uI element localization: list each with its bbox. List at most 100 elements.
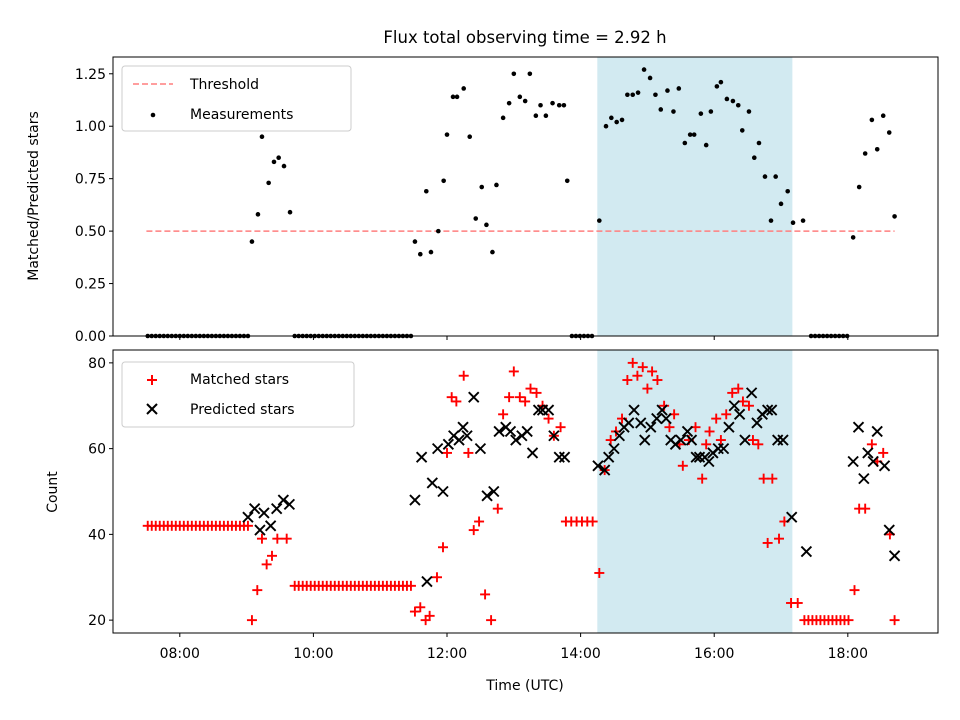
measurement-point (517, 94, 523, 100)
matched-star-point (442, 447, 453, 458)
predicted-star-point (723, 421, 735, 433)
predicted-star-point (623, 417, 635, 429)
measurement-point (450, 94, 456, 100)
measurement-point (850, 235, 856, 240)
bottom-x-tick-label: 18:00 (828, 646, 868, 662)
predicted-star-point (867, 455, 879, 468)
measurement-point (658, 107, 664, 112)
predicted-star-point (765, 404, 778, 416)
measurement-point (467, 134, 473, 140)
predicted-star-point (409, 494, 421, 506)
bottom-y-tick-label: 40 (88, 527, 106, 543)
measurement-point (494, 182, 499, 188)
predicted-star-point (592, 460, 604, 472)
measurement-point (778, 201, 784, 207)
predicted-star-point (675, 434, 687, 446)
bottom-legend: Matched stars Predicted stars (121, 361, 355, 428)
matched-star-point (424, 610, 435, 621)
predicted-star-point (878, 460, 891, 472)
measurement-point (641, 67, 647, 72)
measurement-point (687, 132, 693, 137)
predicted-star-point (717, 442, 730, 455)
predicted-star-point (883, 524, 895, 536)
measurement-point (682, 140, 688, 146)
measurement-point (718, 79, 724, 85)
matched-star-point (474, 516, 485, 527)
predicted-star-point (645, 421, 657, 433)
matched-star-point (468, 525, 479, 536)
matched-star-point (715, 435, 726, 446)
matched-star-point (438, 542, 448, 553)
matched-star-point (762, 537, 773, 548)
predicted-star-point (852, 421, 865, 433)
measurement-point (739, 128, 745, 133)
predicted-star-point (690, 451, 702, 463)
measurement-point (862, 151, 868, 156)
matched-star-point (743, 400, 754, 411)
matched-star-point (451, 396, 462, 407)
bottom-y-axis-label: Count (45, 471, 61, 513)
legend-measurements-label: Measurements (190, 107, 293, 123)
measurement-point (730, 98, 736, 104)
matched-star-point (622, 375, 633, 386)
legend-matched-label: Matched stars (190, 372, 289, 388)
legend-predicted-label: Predicted stars (190, 402, 295, 418)
measurement-point (538, 102, 543, 108)
measurement-point (676, 86, 682, 91)
matched-star-point (405, 580, 416, 591)
matched-star-point (758, 473, 769, 484)
measurement-point (603, 123, 609, 129)
top-y-tick-label: 0.00 (75, 329, 106, 345)
matched-star-point (555, 422, 566, 433)
legend-matched-swatch (147, 375, 157, 385)
measurement-point (630, 92, 636, 98)
legend-measurements-swatch (150, 112, 156, 118)
predicted-star-point (598, 464, 611, 476)
top-legend: Threshold Measurements (121, 65, 352, 132)
measurement-point (773, 174, 778, 179)
measurement-point (249, 239, 255, 244)
predicted-star-point (442, 438, 455, 451)
matched-star-point (642, 383, 653, 394)
measurement-point (892, 214, 897, 219)
matched-star-point (514, 392, 525, 403)
predicted-star-point (457, 421, 469, 433)
top-highlight-span (597, 57, 793, 336)
predicted-star-point (651, 412, 663, 425)
predicted-star-point (258, 507, 270, 519)
matched-star-point (697, 473, 708, 484)
top-y-tick-label: 0.75 (75, 172, 106, 188)
legend-predicted-swatch (146, 403, 158, 415)
predicted-star-point (421, 575, 433, 588)
predicted-star-point (453, 434, 465, 446)
measurement-point (691, 132, 697, 137)
measurement-point (762, 174, 768, 179)
measurement-point (874, 147, 880, 152)
predicted-star-point (858, 472, 870, 485)
measurement-point (671, 109, 676, 114)
matched-star-point (627, 357, 638, 368)
predicted-star-point (639, 434, 651, 446)
predicted-star-point (685, 434, 698, 446)
predicted-star-point (532, 404, 545, 416)
predicted-star-point (608, 442, 620, 455)
matched-star-point (753, 439, 764, 450)
matched-star-point (281, 533, 292, 544)
measurement-point (484, 222, 489, 228)
matched-star-point (504, 392, 515, 403)
matched-star-point (664, 422, 675, 433)
bottom-y-tick-label: 20 (88, 613, 106, 629)
measurement-point (511, 71, 517, 77)
measurement-point (625, 92, 630, 98)
top-panel: 0.00 0.25 0.50 0.75 1.00 1.25 Matched/Predict… (26, 56, 939, 345)
matched-star-point (252, 585, 263, 596)
measurement-point (751, 155, 757, 160)
predicted-star-point (504, 425, 517, 438)
bottom-y-tick-label: 80 (88, 356, 106, 372)
measurement-point (756, 140, 762, 146)
predicted-star-point (733, 408, 746, 420)
top-legend-box (121, 65, 352, 132)
predicted-star-point (728, 400, 740, 412)
predicted-star-point (415, 451, 428, 463)
predicted-star-point (553, 451, 565, 463)
